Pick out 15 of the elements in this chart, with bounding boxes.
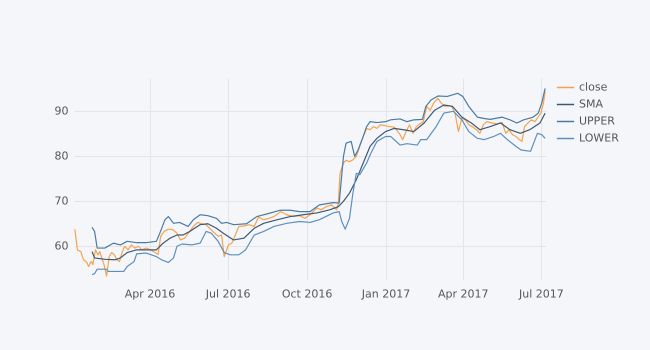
legend-label: UPPER [579,114,616,128]
x-tick-label: Oct 2016 [282,288,332,300]
y-tick-label: 90 [54,104,68,118]
legend-label: SMA [579,98,604,110]
legend-label: LOWER [579,132,620,144]
x-tick-label: Jan 2017 [360,288,410,300]
x-tick-label: Jul 2017 [518,288,564,300]
line-series [91,88,546,249]
x-tick-label: Apr 2017 [438,288,489,300]
x-tick-label: Jul 2016 [204,288,250,300]
y-tick-label: 70 [54,194,68,208]
legend-label: close [579,80,608,94]
y-tick-label: 60 [54,239,68,252]
x-tick-label: Apr 2016 [124,288,176,300]
y-tick-label: 80 [54,149,68,162]
